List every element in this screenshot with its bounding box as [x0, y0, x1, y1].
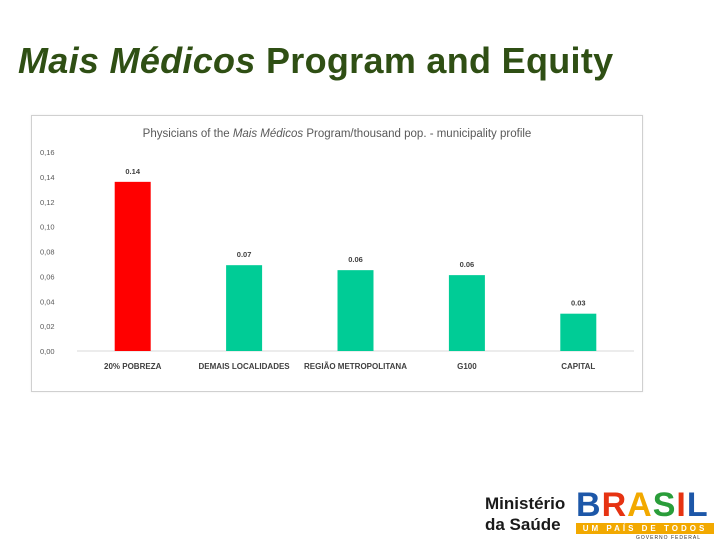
chart-title-italic: Mais Médicos	[232, 128, 304, 140]
slide-title-italic: Mais Médicos	[18, 40, 256, 81]
brasil-letter: I	[676, 486, 687, 524]
chart-title: Physicians of the Mais Médicos Program/t…	[32, 128, 642, 140]
y-tick-label: 0,06	[40, 272, 55, 281]
brasil-word: BRASIL	[576, 488, 709, 522]
ministry-line-1: Ministério	[485, 494, 566, 513]
brasil-gov: GOVERNO FEDERAL	[636, 535, 702, 541]
chart-frame: 0,00 0,02 0,04 0,06 0,08 0,10 0,12 0,14 0,16 0.14…	[31, 115, 643, 392]
bar	[560, 313, 597, 351]
ministry-line-2: da Saúde	[485, 515, 561, 534]
brasil-logo: BRASIL UM PAÍS DE TODOS GOVERNO FEDERAL	[576, 488, 716, 541]
y-tick-label: 0,14	[40, 173, 55, 182]
bar	[226, 265, 263, 351]
slide-title: Mais Médicos Program and Equity	[18, 40, 613, 82]
slide-title-rest: Program and Equity	[265, 40, 614, 81]
bar	[337, 270, 374, 351]
ministry-logo: Ministério da Saúde	[485, 493, 565, 535]
chart-title-suffix: Program/thousand pop. - municipality pro…	[303, 128, 532, 140]
y-tick-label: 0,04	[40, 297, 55, 306]
bar	[114, 181, 151, 351]
x-tick-label: DEMAIS LOCALIDADES	[199, 362, 291, 371]
y-tick-label: 0,10	[40, 223, 55, 232]
bar-chart: 0,00 0,02 0,04 0,06 0,08 0,10 0,12 0,14 0,16 0.14…	[40, 148, 634, 371]
y-tick-label: 0,08	[40, 248, 55, 257]
x-tick-label: 20% POBREZA	[104, 362, 162, 371]
data-label: 0.06	[460, 260, 475, 269]
data-label: 0.07	[237, 250, 252, 259]
x-tick-label: REGIÃO METROPOLITANA	[304, 362, 407, 371]
brasil-letter: R	[601, 486, 628, 524]
y-tick-label: 0,12	[40, 198, 55, 207]
chart-title-prefix: Physicians of the	[142, 128, 233, 140]
data-label: 0.06	[348, 255, 363, 264]
data-label: 0.03	[571, 299, 586, 308]
brasil-letter: A	[627, 486, 653, 524]
brasil-letter: B	[576, 486, 602, 524]
y-tick-label: 0,00	[40, 347, 55, 356]
data-label: 0.14	[125, 167, 140, 176]
brasil-letter: S	[652, 486, 677, 524]
bar	[448, 275, 485, 351]
x-tick-label: G100	[457, 362, 477, 371]
x-tick-label: CAPITAL	[561, 362, 595, 371]
brasil-letter: L	[686, 486, 709, 524]
y-tick-label: 0,02	[40, 322, 55, 331]
brasil-tagline: UM PAÍS DE TODOS	[576, 523, 714, 534]
y-tick-label: 0,16	[40, 148, 55, 157]
